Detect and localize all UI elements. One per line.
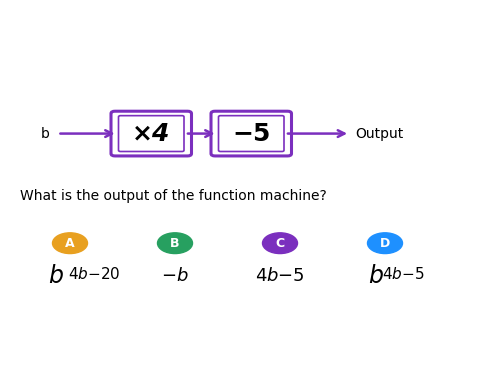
Text: $4b{-}5$: $4b{-}5$: [382, 266, 425, 282]
FancyBboxPatch shape: [118, 116, 184, 152]
Text: A: A: [65, 237, 75, 250]
Text: b: b: [40, 127, 50, 141]
Text: B: B: [170, 237, 180, 250]
Text: $4b{-}20$: $4b{-}20$: [68, 266, 120, 282]
Circle shape: [262, 233, 298, 254]
FancyBboxPatch shape: [111, 111, 192, 156]
Text: $4b{-}5$: $4b{-}5$: [255, 267, 305, 285]
Text: C: C: [276, 237, 284, 250]
Text: $-b$: $-b$: [161, 267, 189, 285]
Text: What is the output of the function machine?: What is the output of the function machi…: [20, 189, 327, 203]
Text: $b$: $b$: [48, 264, 64, 288]
Text: Output: Output: [355, 127, 403, 141]
Circle shape: [158, 233, 192, 254]
FancyBboxPatch shape: [211, 111, 292, 156]
FancyBboxPatch shape: [218, 116, 284, 152]
Text: D: D: [380, 237, 390, 250]
Text: $b$: $b$: [368, 264, 384, 288]
Text: −5: −5: [232, 122, 270, 146]
Circle shape: [52, 233, 88, 254]
Text: ×4: ×4: [132, 122, 170, 146]
Text: @mrtdeehan: @mrtdeehan: [15, 357, 88, 368]
Circle shape: [368, 233, 402, 254]
Text: Two-Step Function Machines (Algebra): Two-Step Function Machines (Algebra): [78, 16, 422, 34]
